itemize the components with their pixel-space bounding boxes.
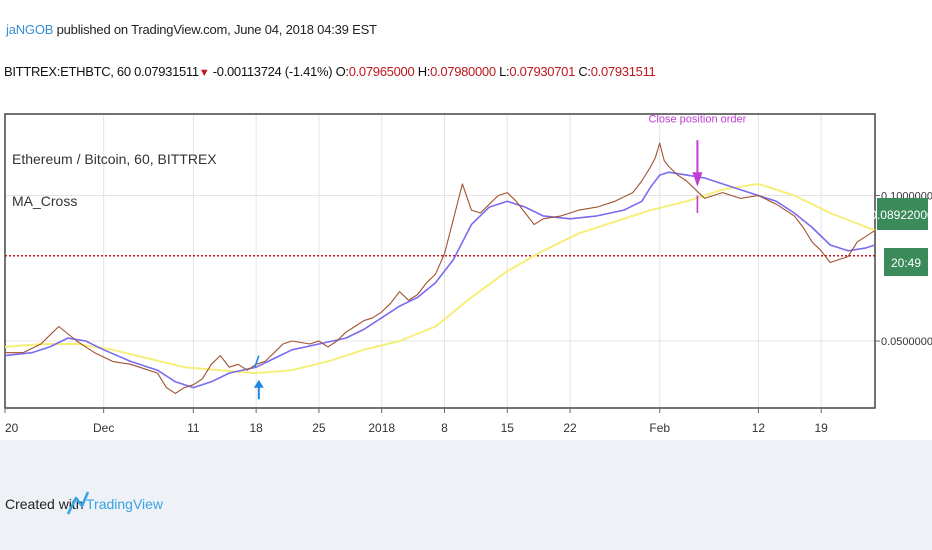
- y-tick-label: 0.05000000: [881, 336, 932, 348]
- created-with-label: Created with: [5, 496, 84, 512]
- x-tick-label: 12: [752, 421, 766, 435]
- chart-area: Ethereum / Bitcoin, 60, BITTREX MA_Cross…: [0, 110, 932, 440]
- publish-info: published on TradingView.com, June 04, 2…: [56, 22, 377, 37]
- high-label: H:: [417, 64, 431, 79]
- x-tick-label: 19: [815, 421, 829, 435]
- low-label: L:: [499, 64, 510, 79]
- time-tag: 20:49: [884, 248, 928, 276]
- time-tag-label: 20:49: [891, 256, 921, 270]
- author-link[interactable]: jaNGOB: [6, 22, 54, 37]
- x-tick-label: Feb: [649, 421, 670, 435]
- open-label: O:: [335, 64, 349, 79]
- series-price: [5, 142, 876, 394]
- tradingview-logo-icon[interactable]: [64, 484, 144, 520]
- time-tag-bg: [884, 248, 928, 276]
- price-chart[interactable]: Ethereum / Bitcoin, 60, BITTREX MA_Cross…: [0, 110, 932, 440]
- series-ma-fast: [4, 171, 876, 389]
- open-value: 0.07965000: [348, 64, 415, 79]
- x-tick-label: 20: [5, 421, 19, 435]
- low-value: 0.07930701: [509, 64, 576, 79]
- footer: Created with TradingView: [0, 440, 932, 550]
- close-value: 0.07931511: [590, 64, 656, 79]
- buy-arrow-up-icon: [253, 379, 264, 388]
- legend-indicator: MA_Cross: [12, 193, 77, 209]
- price-tag-bg: [877, 198, 928, 230]
- x-tick-label: Dec: [93, 421, 114, 435]
- series-layer: [4, 142, 876, 400]
- close-position-annotation: Close position order: [648, 114, 746, 126]
- price-tag-label: 0.08922000: [870, 208, 932, 222]
- publish-line: jaNGOB published on TradingView.com, Jun…: [6, 22, 377, 37]
- x-tick-label: 2018: [368, 421, 395, 435]
- x-tick-label: 25: [312, 421, 326, 435]
- x-tick-label: 15: [501, 421, 515, 435]
- last-price: 0.07931511: [134, 64, 199, 79]
- close-arrow-down-icon: [692, 172, 703, 187]
- price-change: -0.00113724 (-1.41%): [212, 64, 333, 79]
- x-tick-label: 18: [249, 421, 263, 435]
- plot-frame: [4, 113, 876, 409]
- chart-header: jaNGOB published on TradingView.com, Jun…: [0, 0, 932, 110]
- x-tick-label: 8: [441, 421, 448, 435]
- symbol-line: BITTREX:ETHBTC, 60 0.07931511▼ -0.001137…: [4, 64, 656, 79]
- x-tick-label: 11: [187, 421, 200, 435]
- price-tag: 0.08922000: [870, 198, 932, 230]
- high-value: 0.07980000: [430, 64, 496, 79]
- buy-marker-tick: [254, 355, 260, 368]
- down-triangle-icon: ▼: [198, 67, 210, 79]
- annotation-layer: Close position order: [648, 114, 747, 213]
- x-axis: 20 Dec 11 18 25 2018 8 15 22 Feb 12 19: [4, 408, 829, 435]
- close-label: C:: [578, 64, 591, 79]
- x-tick-label: 22: [563, 421, 577, 435]
- legend-title: Ethereum / Bitcoin, 60, BITTREX: [12, 151, 217, 167]
- series-ma-slow: [4, 182, 876, 375]
- symbol-name: BITTREX:ETHBTC, 60: [4, 64, 131, 79]
- tradingview-brand[interactable]: TradingView: [86, 496, 164, 512]
